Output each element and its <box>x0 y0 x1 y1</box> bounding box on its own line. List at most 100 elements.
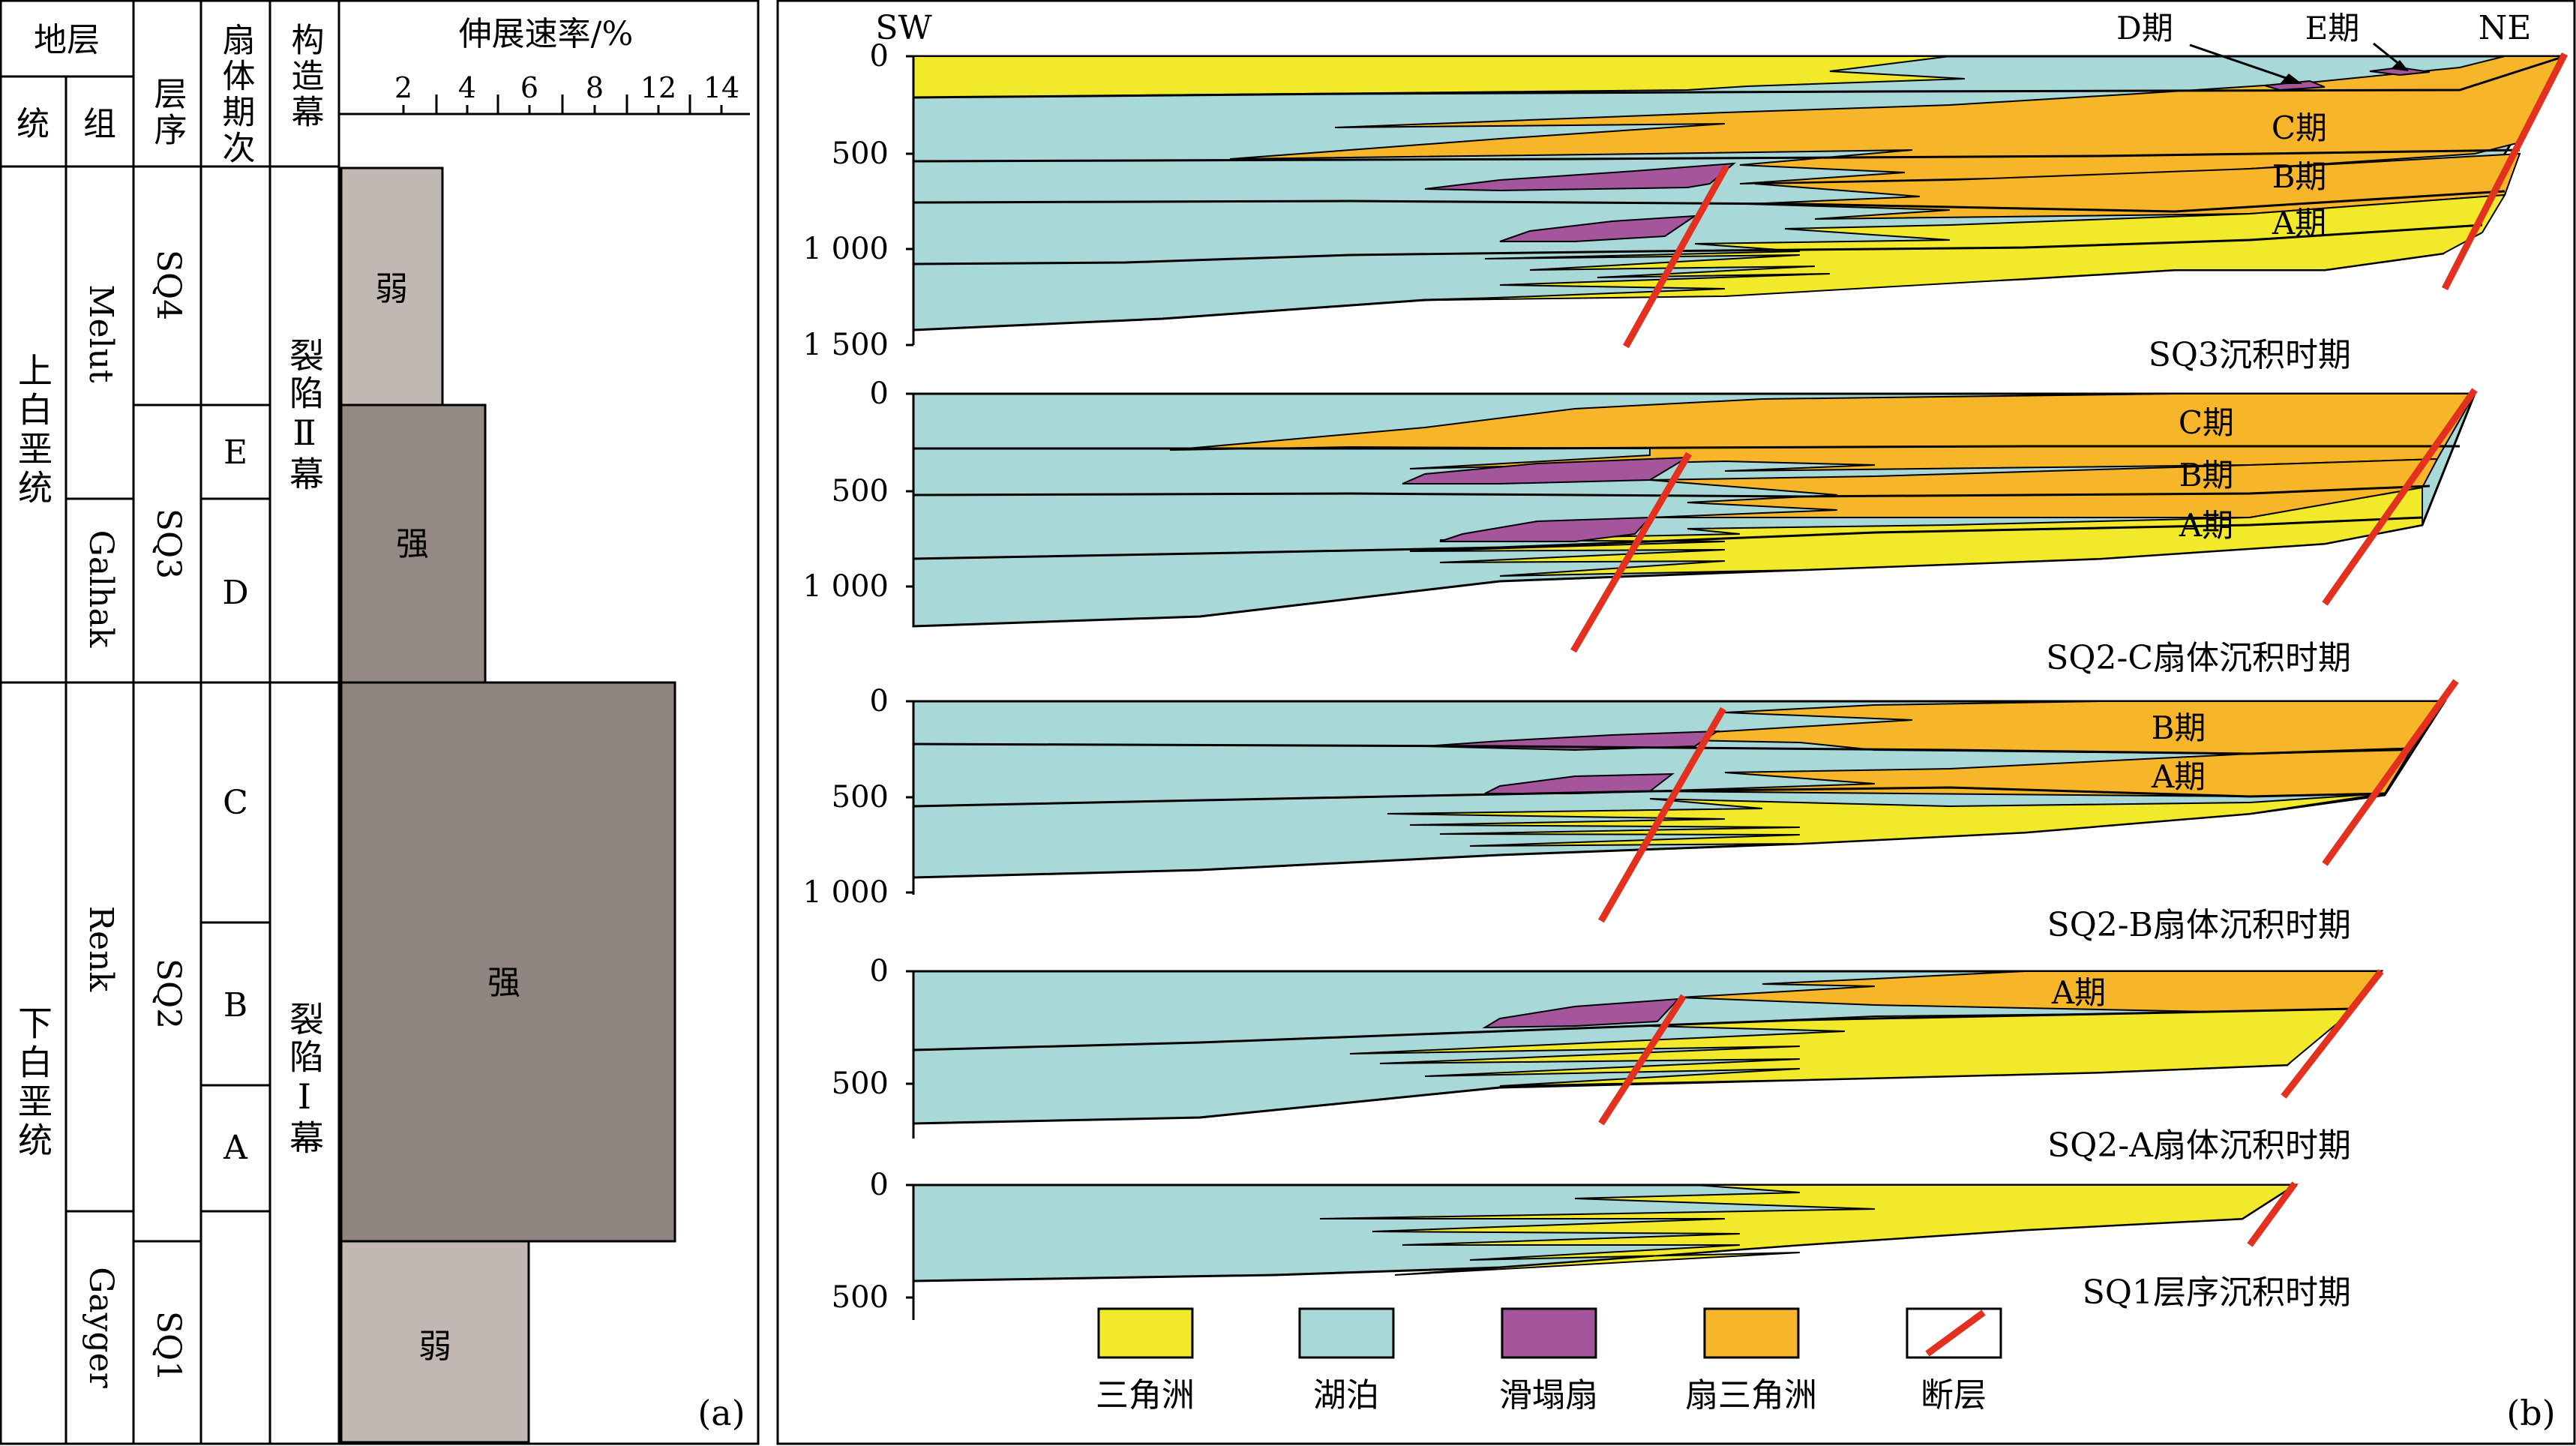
legend-label-delta: 三角洲 <box>1096 1376 1195 1414</box>
horizon <box>913 1007 2356 1052</box>
fault <box>1623 164 1729 349</box>
depth-label: 0 <box>870 1168 889 1202</box>
slump-fan-e <box>2369 66 2431 76</box>
panel-a: 地层 统 组 层序 扇体期次 构造幕 伸展速率/% 2 4 6 8 12 14 <box>0 0 760 1445</box>
fault <box>2322 388 2478 606</box>
section-caption: SQ1层序沉积时期 <box>2083 1274 2351 1312</box>
phase-label-d: D期 <box>2116 10 2173 46</box>
header-tectonic: 构造幕 <box>286 22 324 130</box>
arrow-head <box>2391 60 2409 71</box>
sequence-sq1: SQ1 <box>149 1311 187 1382</box>
rate-tick-label: 12 <box>640 71 676 104</box>
rate-label: 弱 <box>418 1328 451 1366</box>
rate-label: 弱 <box>375 270 408 308</box>
fault <box>2281 969 2384 1099</box>
horizon <box>913 742 2412 755</box>
sw-label: SW <box>875 9 932 47</box>
legend-fault-line <box>1925 1310 1986 1357</box>
fan-delta-main <box>1169 393 2476 472</box>
legend: 三角洲 湖泊 滑塌扇 扇三角洲 断层 <box>1096 1307 2002 1414</box>
section-caption: SQ2-B扇体沉积时期 <box>2047 906 2351 944</box>
ne-label: NE <box>2479 9 2532 47</box>
delta-lower <box>1387 793 2386 847</box>
section-sq3: 0 500 1 000 1 500 C期 B期 A期 D期 E期 SQ3沉积时期 <box>802 10 2569 374</box>
legend-swatch-fan <box>1703 1307 1800 1359</box>
sequence-sq2: SQ2 <box>149 958 187 1029</box>
section-caption: SQ2-A扇体沉积时期 <box>2047 1126 2351 1165</box>
header-series: 统 <box>16 105 49 143</box>
rate-label: 强 <box>396 525 429 563</box>
legend-swatch-delta <box>1097 1307 1194 1359</box>
panel-b: SW NE 0 500 1 <box>776 0 2576 1445</box>
section-sq2a: 0 500 A期 SQ2-A扇体沉积时期 <box>832 954 2384 1165</box>
fault <box>1570 452 1692 653</box>
depth-label: 1 000 <box>802 569 889 604</box>
horizon <box>913 224 2483 266</box>
legend-label-fan: 扇三角洲 <box>1685 1376 1817 1414</box>
depth-label: 0 <box>870 376 889 411</box>
phase-label-b: B期 <box>2179 457 2234 494</box>
episode-ii: 裂陷Ⅱ幕 <box>284 338 325 494</box>
depth-label: 1 000 <box>802 232 889 266</box>
phase-label-c: C期 <box>2179 404 2234 441</box>
panel-b-label: (b) <box>2506 1393 2555 1433</box>
legend-swatch-lake <box>1298 1307 1395 1359</box>
section-sq1: 0 500 SQ1层序沉积时期 <box>832 1168 2351 1320</box>
rate-tick-label: 6 <box>520 71 538 104</box>
fault <box>2322 679 2459 866</box>
phase-label-a: A期 <box>2151 758 2206 795</box>
legend-label-slump: 滑塌扇 <box>1499 1376 1598 1414</box>
section-caption: SQ2-C扇体沉积时期 <box>2046 639 2351 677</box>
horizon <box>913 148 2521 163</box>
depth-label: 500 <box>832 1280 889 1315</box>
arrow-head <box>2280 74 2302 84</box>
section-sq2b: 0 500 1 000 B期 A期 SQ2-B扇体沉积时期 <box>802 679 2459 944</box>
legend-label-fault: 断层 <box>1921 1376 1987 1414</box>
horizon <box>913 445 2460 450</box>
panel-a-label: (a) <box>697 1393 745 1433</box>
header-sequence: 层序 <box>148 76 187 148</box>
series-lower: 下白垩统 <box>13 1005 53 1161</box>
sequence-sq3: SQ3 <box>149 508 187 579</box>
depth-label: 500 <box>832 780 889 814</box>
depth-label: 1 500 <box>802 328 889 362</box>
rate-bar-strong-lower <box>340 681 676 1243</box>
phase-label-a: A期 <box>2272 205 2326 242</box>
header-formation: 组 <box>83 105 116 143</box>
rate-tick-label: 14 <box>703 71 739 104</box>
slump-fan-a <box>1482 998 1681 1029</box>
rate-ticks: 2 4 6 8 12 14 <box>394 71 739 114</box>
phase-label-c: C期 <box>2272 110 2327 146</box>
episode-i: 裂陷Ⅰ幕 <box>284 1001 325 1157</box>
fan-phase-d: D <box>222 574 248 612</box>
panel-b-frame <box>776 0 2576 1445</box>
fault <box>2247 1181 2298 1247</box>
section-sq2c: 0 500 1 000 C期 B期 A期 SQ2-C扇体沉积时期 <box>802 376 2478 677</box>
header-strata: 地层 <box>34 21 100 59</box>
horizon <box>913 484 2431 498</box>
horizon <box>913 516 2423 560</box>
fault <box>1598 994 1687 1126</box>
fan-phase-c: C <box>223 784 248 822</box>
formation-renk: Renk <box>82 906 120 992</box>
depth-label: 500 <box>832 136 889 171</box>
rate-bar-weak-lower <box>340 1240 530 1444</box>
fault <box>1598 706 1726 923</box>
sequence-sq4: SQ4 <box>149 250 187 320</box>
pointer-arrow <box>2189 44 2296 82</box>
depth-label: 500 <box>832 474 889 508</box>
rate-tick-label: 2 <box>394 71 412 104</box>
horizon <box>913 55 2566 99</box>
depth-label: 500 <box>832 1066 889 1101</box>
legend-label-lake: 湖泊 <box>1313 1376 1379 1414</box>
slump-fan-a <box>1439 516 1652 542</box>
depth-label: 0 <box>870 684 889 718</box>
header-fan-phase: 扇体期次 <box>217 22 255 166</box>
section-caption: SQ3沉积时期 <box>2149 336 2351 374</box>
rate-title: 伸展速率/% <box>459 15 634 53</box>
slump-fan-a <box>1499 214 1698 242</box>
fan-phase-b: B <box>223 986 247 1024</box>
depth-label: 0 <box>870 954 889 988</box>
phase-label-a: A期 <box>2051 974 2106 1011</box>
